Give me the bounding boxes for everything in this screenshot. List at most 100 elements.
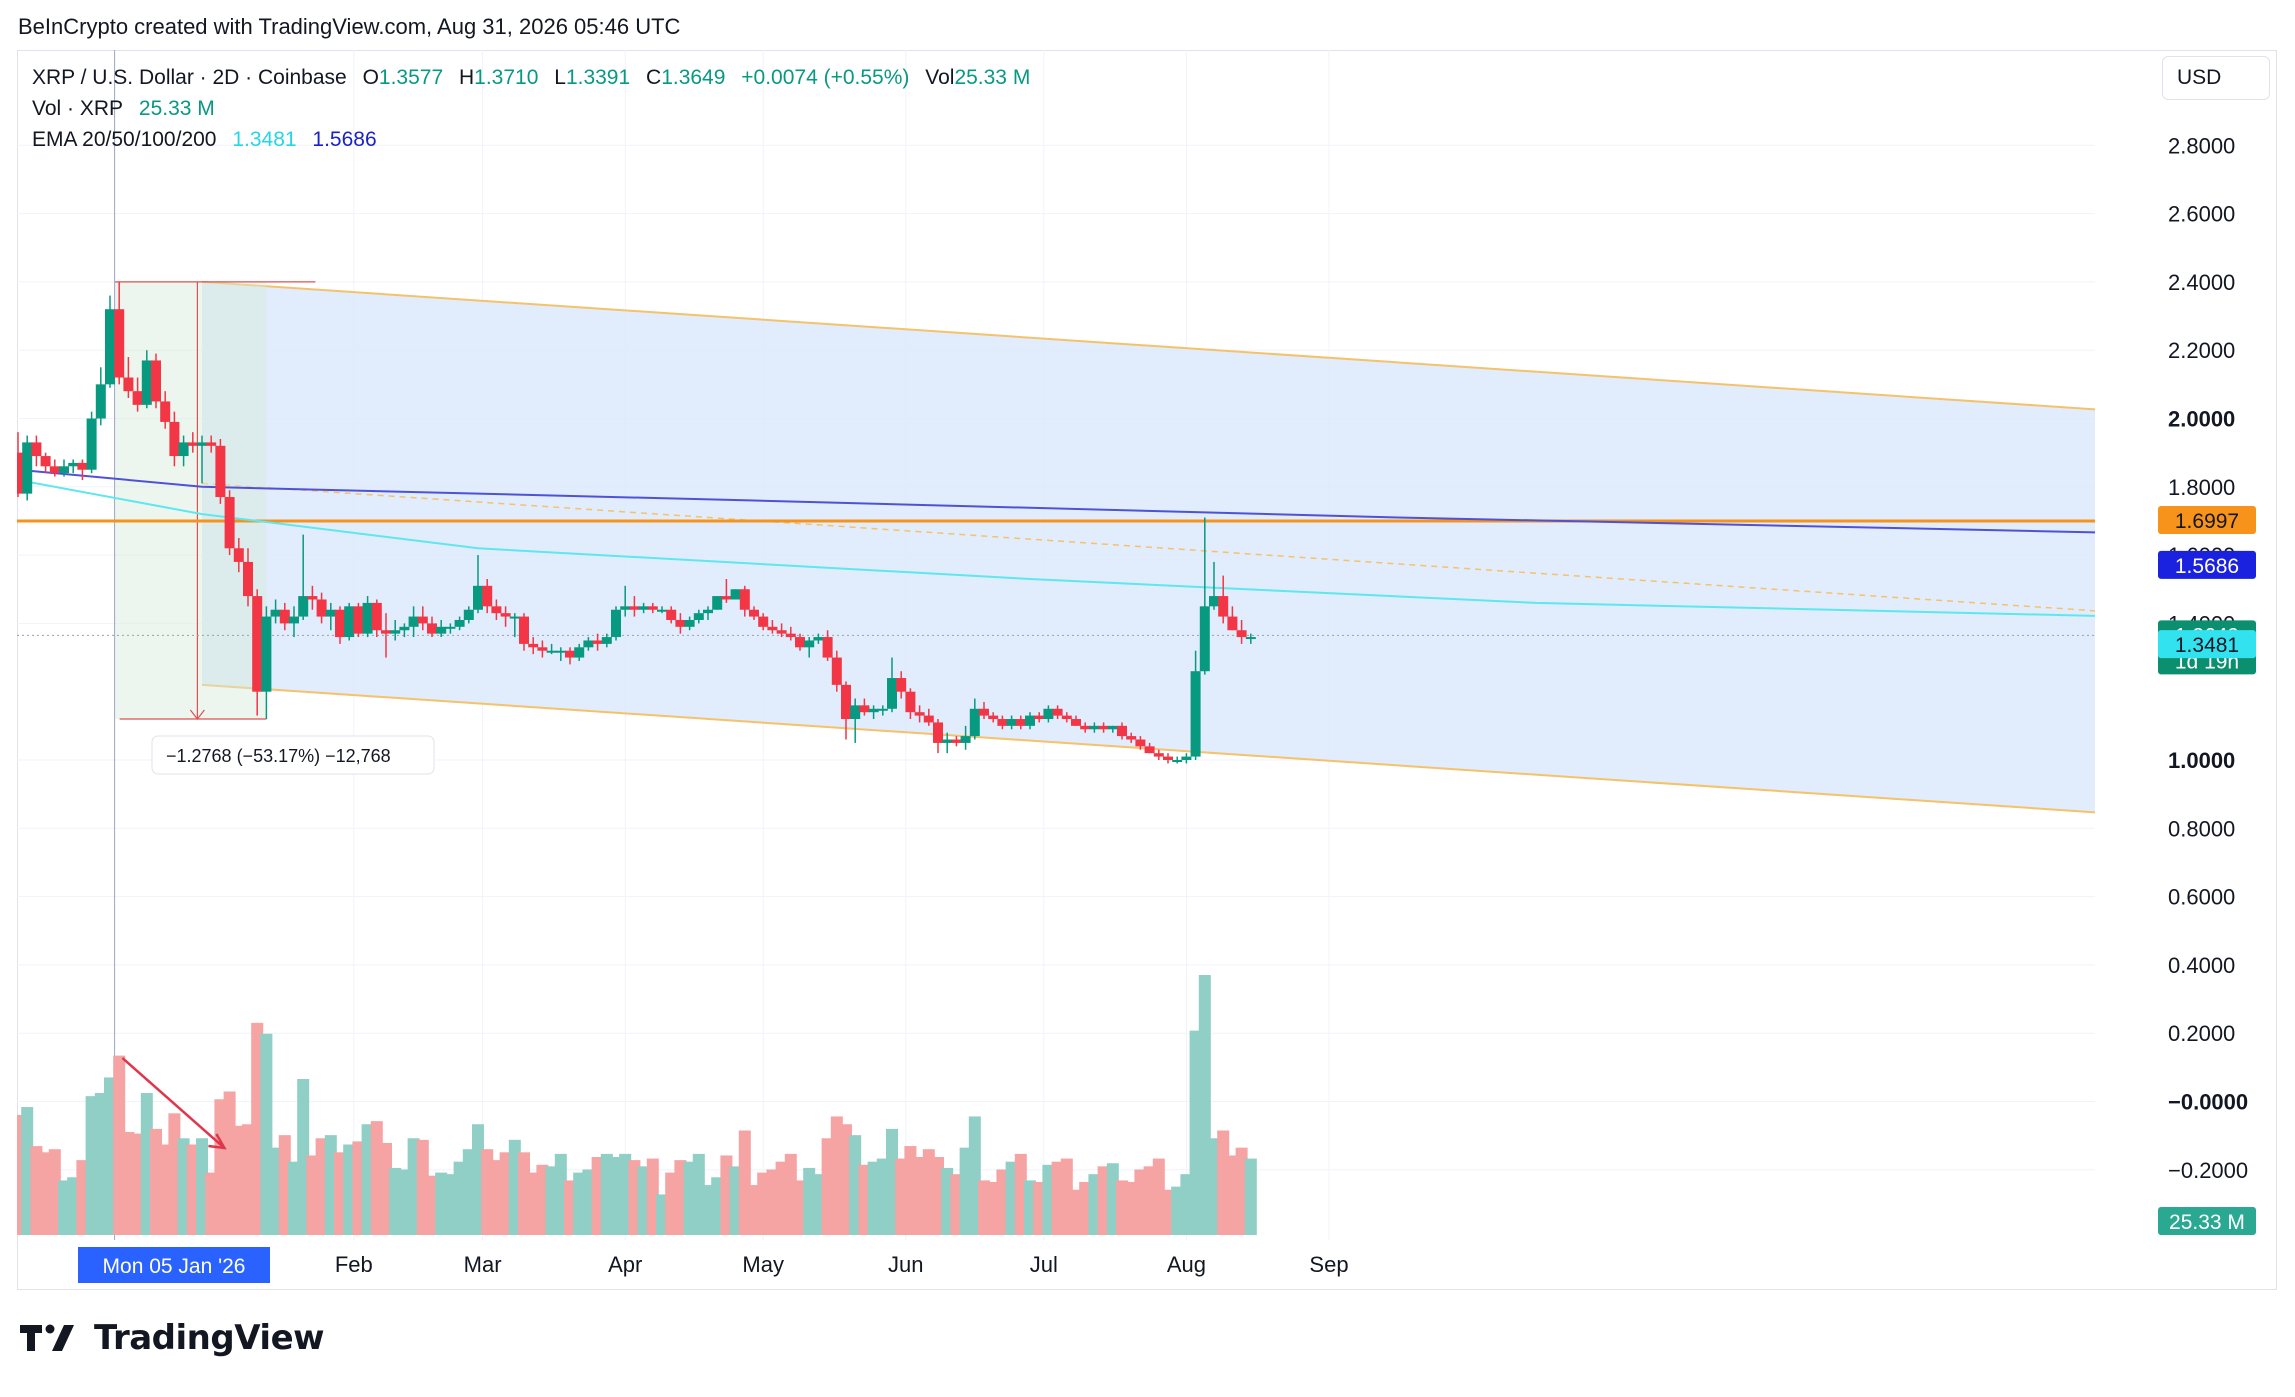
x-axis-tick: Jul [1030,1252,1058,1277]
candle-body [40,456,51,467]
y-axis-tick: −0.0000 [2168,1090,2248,1115]
candle [1015,715,1026,730]
candle [749,606,759,620]
candle [923,708,934,726]
candle-body [822,637,833,658]
x-axis-tick: Jun [888,1252,923,1277]
volume-bar [1217,1130,1230,1235]
legend-ema-label[interactable]: EMA 20/50/100/200 [32,128,217,151]
candle-body [261,616,272,692]
candle-body [509,616,520,619]
volume-bar [104,1077,116,1235]
tradingview-logo[interactable]: TradingView [20,1318,325,1358]
candle-body [767,626,778,631]
volume-bar [1051,1161,1064,1235]
candle [611,606,621,641]
candle-body [565,650,575,658]
candle-body [1163,756,1173,760]
candle [583,637,594,651]
volume-bar [573,1172,586,1235]
volume-bar [205,1172,218,1235]
legend-symbol[interactable]: XRP / U.S. Dollar · 2D · Coinbase [32,66,347,89]
candle [574,643,585,661]
chart-legend: XRP / U.S. Dollar · 2D · Coinbase O1.357… [32,62,1030,155]
candle-body [399,626,410,631]
volume-bar [996,1169,1009,1235]
volume-bar [352,1141,365,1235]
x-axis-tick: Aug [1167,1252,1206,1277]
volume-bar [536,1164,549,1235]
chart-frame [17,50,2277,1290]
candle [141,350,152,409]
candle [795,633,805,651]
volume-bar [545,1166,558,1235]
volume-bar [1014,1153,1027,1235]
candle-body [436,626,447,634]
candle-body [1245,637,1256,640]
candle-body [519,616,529,644]
volume-bar [1180,1174,1193,1235]
candle [1199,517,1210,675]
candle [132,377,143,412]
legend-vol-label: Vol [925,66,955,89]
candle-body [1107,725,1118,730]
candle [1227,606,1238,631]
volume-bar [177,1138,190,1235]
candle-body [620,606,631,610]
y-axis-tick: 1.8000 [2168,475,2235,500]
candle-body [500,613,511,617]
volume-bar [30,1146,43,1235]
volume-bar [39,1152,52,1235]
candle-body [537,647,548,651]
candle [289,606,299,638]
candle-body [979,708,989,716]
volume-bar [803,1167,816,1235]
candle [1190,650,1201,760]
candle-body [344,606,355,638]
volume-bar [748,1185,760,1235]
candle-body [684,619,695,627]
candle [316,592,327,624]
y-axis-tick: 2.4000 [2168,270,2235,295]
candle-body [850,705,861,720]
candle-body [1144,746,1155,754]
candle [675,613,686,634]
candle-body [693,613,704,620]
legend-low: 1.3391 [565,66,631,89]
date-badge: Mon 05 Jan '26 [103,1255,246,1278]
candle-body [1126,736,1137,740]
candle [31,435,42,467]
candle-body [289,616,299,624]
candle-body [1153,753,1164,757]
volume-bar [260,1033,273,1235]
candle [831,650,842,692]
plot-area [17,50,2095,1240]
currency-button[interactable]: USD [2162,56,2270,100]
candle [77,459,88,480]
candle-body [427,623,437,634]
y-axis-tick: 2.0000 [2168,407,2235,432]
legend-vol-xrp-label[interactable]: Vol · XRP [32,97,124,120]
candle-body [795,637,805,648]
candle-body [49,466,60,474]
legend-open: 1.3577 [378,66,444,89]
candle-body [611,609,621,638]
candle [657,606,667,614]
price-label-bg [2158,630,2256,659]
volume-bar [288,1161,300,1235]
candle-body [1218,596,1229,617]
y-axis-tick: −0.2000 [2168,1158,2248,1183]
price-label-bg [2158,1207,2256,1235]
candle [1245,633,1256,644]
candle [233,538,244,573]
candle-body [463,609,474,620]
candle-body [1015,719,1026,726]
volume-bar [959,1147,972,1235]
volume-bar [232,1125,245,1235]
candle-body [123,377,134,392]
candle [307,585,318,610]
legend-high: 1.3710 [474,66,539,89]
price-label-bg [2158,506,2256,535]
candle [463,606,474,624]
